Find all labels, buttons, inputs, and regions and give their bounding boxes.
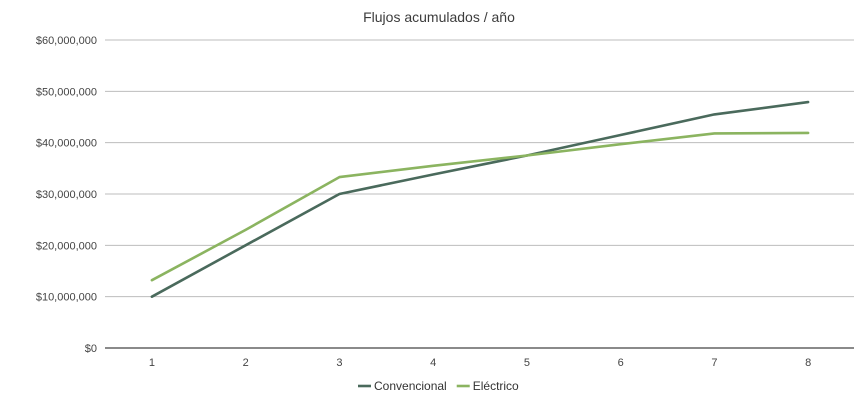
chart-title: Flujos acumulados / año [363,9,515,25]
legend-label: Convencional [374,379,447,393]
series-line-el-ctrico [150,131,810,282]
y-tick-label: $30,000,000 [36,189,97,201]
y-tick-label: $50,000,000 [36,86,97,98]
y-tick-label: $20,000,000 [36,240,97,252]
x-tick-label: 1 [149,357,155,369]
x-axis-ticks: 1 2 3 4 5 6 7 8 [149,357,811,369]
y-tick-label: $0 [85,343,97,355]
series-lines [150,100,810,299]
x-tick-label: 6 [618,357,624,369]
x-tick-label: 2 [243,357,249,369]
legend: Convencional Eléctrico [358,379,519,393]
x-tick-label: 5 [524,357,530,369]
legend-item: Convencional [358,379,447,393]
legend-item: Eléctrico [456,379,519,393]
x-tick-label: 4 [430,357,436,369]
x-tick-label: 7 [711,357,717,369]
y-axis-ticks: $0 $10,000,000 $20,000,000 $30,000,000 $40,0… [36,35,97,355]
series-line-convencional [150,100,810,299]
legend-label: Eléctrico [473,379,519,393]
x-tick-label: 8 [805,357,811,369]
x-tick-label: 3 [336,357,342,369]
gridlines [105,39,854,349]
y-tick-label: $10,000,000 [36,292,97,304]
y-tick-label: $40,000,000 [36,138,97,150]
y-tick-label: $60,000,000 [36,35,97,47]
